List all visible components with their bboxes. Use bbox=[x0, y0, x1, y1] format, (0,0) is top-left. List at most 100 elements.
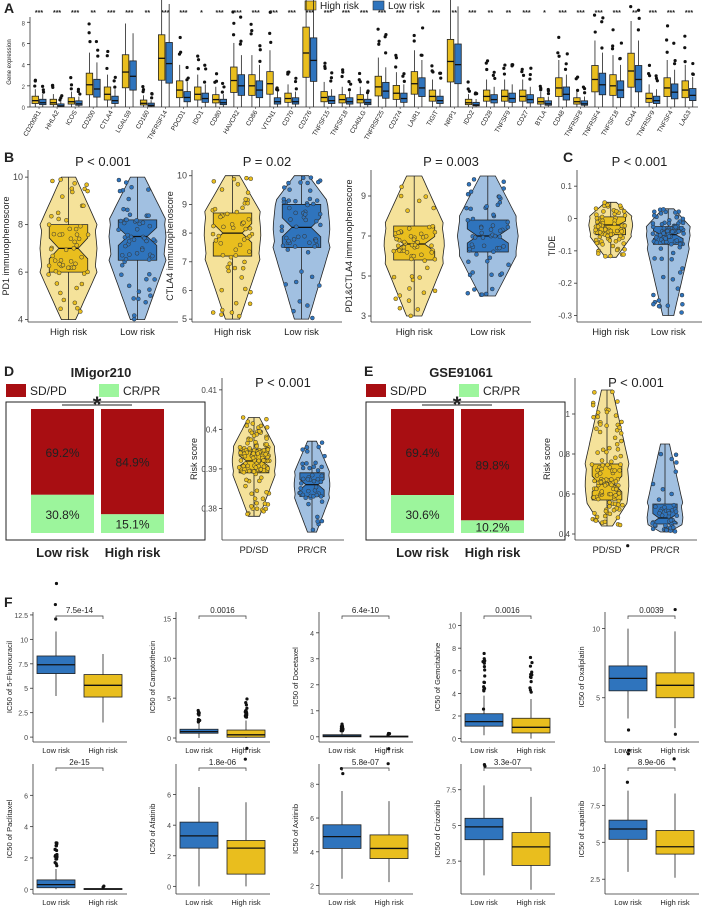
c-high-point bbox=[597, 230, 603, 235]
signif-mark: *** bbox=[432, 10, 440, 17]
gene-low-outlier bbox=[619, 41, 623, 45]
c-high-point bbox=[616, 237, 622, 242]
gene-high-outlier bbox=[593, 30, 597, 34]
violin-pdsd-point bbox=[245, 441, 250, 446]
y-tick-label: 7.5 bbox=[18, 662, 28, 669]
b-high-point bbox=[68, 259, 74, 264]
signif-mark: * bbox=[543, 10, 546, 17]
p-value: 3.3e-07 bbox=[494, 758, 522, 767]
y-tick-label: 4 bbox=[24, 825, 28, 832]
bar-category-label: High risk bbox=[105, 545, 161, 560]
violin-pdsd-point bbox=[591, 495, 597, 500]
y-tick-label: 7.5 bbox=[446, 788, 456, 795]
c-high-point bbox=[621, 209, 627, 214]
violin-prcr-point bbox=[315, 519, 320, 524]
b-low-point bbox=[292, 244, 298, 249]
gene-high-outlier bbox=[431, 70, 435, 74]
violin-prcr-point bbox=[307, 465, 312, 471]
b-low-point bbox=[147, 272, 152, 277]
violin-pdsd-point bbox=[613, 479, 619, 484]
c-high-point bbox=[621, 241, 626, 246]
gene-high-outlier bbox=[394, 65, 398, 69]
f-high-outlier bbox=[528, 655, 533, 660]
violin-pdsd-point bbox=[600, 447, 606, 453]
legend-high-label: High risk bbox=[320, 1, 360, 12]
violin-pdsd-point bbox=[243, 483, 248, 489]
violin-pdsd-point bbox=[599, 458, 605, 463]
gene-high-outlier bbox=[268, 10, 272, 14]
b-low-point bbox=[143, 300, 148, 305]
violin-pdsd-point bbox=[609, 459, 614, 464]
bar-label-sdpd: 89.8% bbox=[475, 459, 509, 473]
violin-pdsd-point bbox=[245, 419, 251, 424]
b-low-point bbox=[309, 274, 315, 280]
b-low-point bbox=[136, 296, 141, 302]
b-low-point bbox=[308, 175, 314, 180]
p-value: P = 0.02 bbox=[243, 154, 292, 169]
b-low-point bbox=[469, 242, 475, 247]
violin-prcr-point bbox=[322, 453, 327, 459]
c-low-point bbox=[677, 270, 683, 275]
p-value: P < 0.001 bbox=[608, 375, 664, 390]
b-high-point bbox=[213, 238, 219, 243]
b-low-point bbox=[472, 287, 477, 292]
b-low-point bbox=[483, 291, 489, 297]
violin-pdsd-point bbox=[612, 435, 618, 441]
gene-high-box bbox=[374, 75, 382, 97]
signif-mark: *** bbox=[667, 10, 675, 17]
panel-f-ylabel: IC50 of Camptothecin bbox=[148, 641, 157, 714]
violin-prcr-point bbox=[672, 529, 678, 534]
b-low-point bbox=[497, 245, 502, 251]
gene-low-outlier bbox=[654, 74, 658, 78]
b-low-point bbox=[307, 196, 313, 202]
b-low-point bbox=[134, 218, 139, 223]
c-low-point bbox=[658, 246, 664, 251]
b-high-point bbox=[231, 176, 237, 182]
violin-prcr-point bbox=[305, 449, 310, 454]
b-low-point bbox=[305, 202, 310, 208]
gene-high-box bbox=[284, 92, 292, 103]
b-low-point bbox=[305, 180, 310, 186]
gene-low-box bbox=[436, 95, 444, 104]
gene-high-outlier bbox=[575, 75, 580, 79]
b-low-point bbox=[285, 247, 291, 252]
gene-high-outlier bbox=[394, 56, 398, 60]
f-low-outlier bbox=[54, 617, 58, 621]
c-high-point bbox=[612, 221, 617, 227]
gene-low-outlier bbox=[402, 79, 406, 84]
gene-low-outlier bbox=[40, 84, 45, 88]
legend-label: SD/PD bbox=[390, 384, 427, 398]
panel-letter-panelE: E bbox=[364, 363, 373, 379]
b-high-point bbox=[248, 289, 253, 295]
gene-low-box bbox=[93, 78, 101, 98]
b-high-point bbox=[64, 218, 69, 223]
b-low-point bbox=[148, 293, 153, 298]
p-value: 1.8e-06 bbox=[209, 758, 237, 767]
c-high-point bbox=[593, 227, 598, 233]
b-low-point bbox=[116, 177, 122, 183]
gene-high-outlier bbox=[232, 21, 236, 25]
gene-high-outlier bbox=[665, 24, 670, 28]
legend-swatch-crpr bbox=[459, 384, 479, 397]
gene-low-outlier bbox=[294, 87, 298, 91]
b-high-point bbox=[84, 182, 89, 187]
c-high-point bbox=[608, 228, 614, 234]
gene-high-outlier bbox=[357, 78, 361, 82]
violin-pdsd-point bbox=[594, 486, 599, 492]
f-low-outlier bbox=[53, 602, 57, 607]
gene-low-box bbox=[364, 98, 372, 106]
c-high-point bbox=[608, 253, 613, 259]
y-tick-label: 9 bbox=[182, 199, 187, 209]
y-tick-label: 7 bbox=[182, 257, 187, 267]
b-low-point bbox=[499, 271, 505, 276]
panel-letter-c: C bbox=[563, 149, 573, 165]
signif-bracket bbox=[627, 615, 676, 619]
y-tick-label: 2 bbox=[22, 85, 26, 91]
c-low-point bbox=[673, 210, 678, 215]
gene-high-outlier bbox=[69, 76, 73, 80]
c-high-point bbox=[593, 206, 599, 211]
violin-pdsd-point bbox=[258, 467, 264, 472]
violin-prcr-point bbox=[298, 481, 304, 486]
p-value: 2e-15 bbox=[69, 758, 90, 767]
